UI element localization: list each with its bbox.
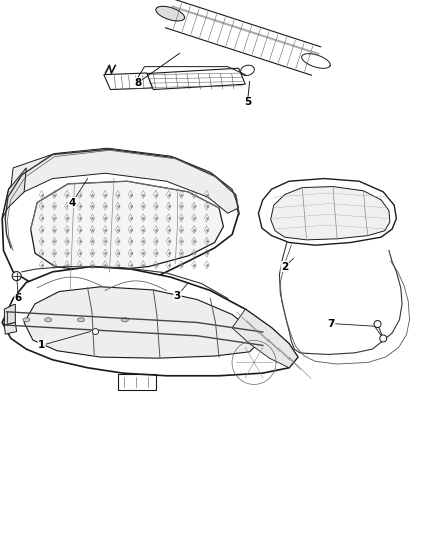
Ellipse shape bbox=[23, 318, 30, 322]
Ellipse shape bbox=[45, 318, 52, 322]
Polygon shape bbox=[4, 304, 15, 325]
Text: 2: 2 bbox=[281, 262, 288, 271]
Polygon shape bbox=[156, 6, 184, 21]
Polygon shape bbox=[232, 309, 298, 368]
Text: 1: 1 bbox=[38, 341, 45, 350]
Polygon shape bbox=[104, 73, 152, 90]
Ellipse shape bbox=[121, 318, 128, 322]
Polygon shape bbox=[4, 322, 17, 334]
Text: 4: 4 bbox=[69, 198, 76, 207]
Circle shape bbox=[380, 335, 387, 342]
Polygon shape bbox=[9, 148, 239, 213]
Polygon shape bbox=[302, 54, 330, 68]
Polygon shape bbox=[271, 187, 390, 240]
Text: 7: 7 bbox=[328, 319, 335, 328]
Circle shape bbox=[12, 272, 21, 280]
Circle shape bbox=[374, 320, 381, 328]
Ellipse shape bbox=[78, 318, 85, 322]
Text: 5: 5 bbox=[244, 98, 251, 107]
Polygon shape bbox=[2, 149, 239, 290]
Polygon shape bbox=[2, 266, 298, 376]
Polygon shape bbox=[24, 287, 258, 358]
Polygon shape bbox=[2, 168, 26, 219]
Text: 6: 6 bbox=[15, 294, 22, 303]
Text: 8: 8 bbox=[134, 78, 141, 87]
Polygon shape bbox=[258, 179, 396, 245]
Text: 3: 3 bbox=[174, 291, 181, 301]
Polygon shape bbox=[31, 181, 223, 272]
Bar bbox=[118, 374, 156, 390]
Circle shape bbox=[92, 328, 99, 335]
Polygon shape bbox=[147, 68, 245, 90]
Ellipse shape bbox=[240, 65, 254, 76]
